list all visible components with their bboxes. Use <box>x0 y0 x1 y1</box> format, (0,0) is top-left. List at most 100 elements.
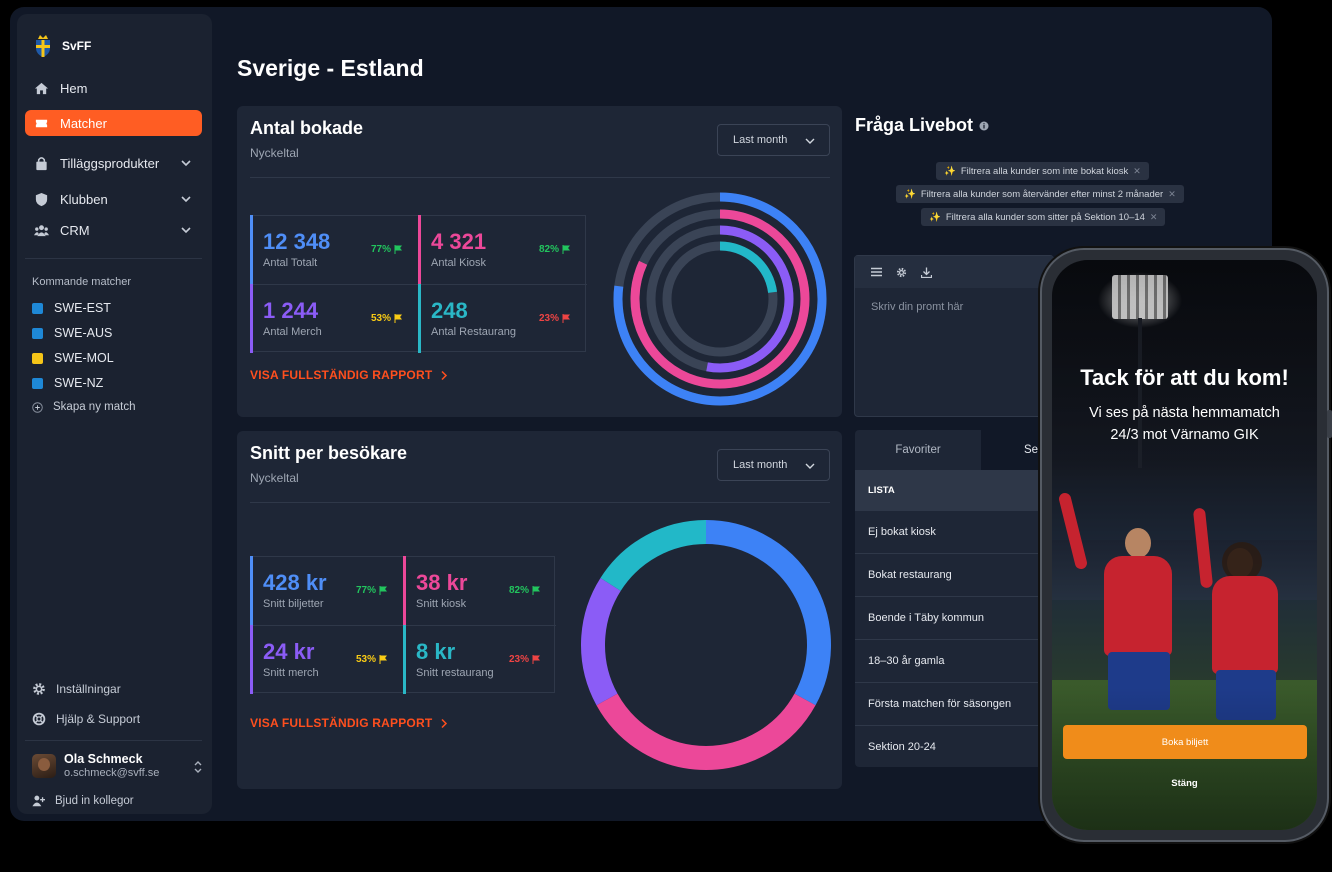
brand[interactable]: SvFF <box>34 34 91 58</box>
bag-icon <box>36 156 47 170</box>
prompt-input[interactable]: Skriv din promt här <box>871 301 964 313</box>
stat-label: Snitt kiosk <box>416 598 467 610</box>
stat-value: 428 kr <box>263 570 327 595</box>
nav-item-tillaggsprodukter[interactable]: Tilläggsprodukter <box>25 150 202 176</box>
match-label: SWE-EST <box>54 301 111 315</box>
player-head <box>1125 528 1151 558</box>
stat-restaurang: 8 kr Snitt restaurang 23% <box>403 625 556 694</box>
nav-item-hem[interactable]: Hem <box>25 75 202 101</box>
period-dropdown[interactable]: Last month <box>717 124 830 156</box>
player-shorts <box>1108 652 1170 710</box>
book-ticket-button[interactable]: Boka biljett <box>1063 725 1307 759</box>
new-match-label: Skapa ny match <box>53 401 136 413</box>
trend-value: 77% <box>356 585 377 596</box>
settings-link[interactable]: Inställningar <box>32 682 121 696</box>
ring-arc-1 <box>630 209 810 389</box>
nav-item-crm[interactable]: CRM <box>25 217 202 243</box>
chip-label: Filtrera alla kunder som inte bokat kios… <box>960 165 1129 177</box>
stadium-lights <box>1112 275 1168 319</box>
stat-kiosk: 4 321 Antal Kiosk 82% <box>418 215 587 284</box>
full-report-link[interactable]: VISA FULLSTÄNDIG RAPPORT <box>250 716 448 730</box>
suggestion-chip[interactable]: ✨ Filtrera alla kunder som inte bokat kio… <box>936 162 1149 180</box>
stat-merch: 24 kr Snitt merch 53% <box>250 625 403 694</box>
stat-label: Snitt merch <box>263 667 319 679</box>
flag-icon <box>379 655 388 664</box>
nav-item-matcher[interactable]: Matcher <box>25 110 202 136</box>
close-icon[interactable]: ✕ <box>1149 211 1158 222</box>
gear-icon <box>33 683 45 695</box>
brand-name: SvFF <box>62 39 92 53</box>
stat-merch: 1 244 Antal Merch 53% <box>250 284 418 353</box>
card-title: Snitt per besökare <box>250 443 408 463</box>
stat-value: 248 <box>431 298 468 323</box>
close-button[interactable]: Stäng <box>1171 778 1198 789</box>
full-report-link[interactable]: VISA FULLSTÄNDIG RAPPORT <box>250 368 448 382</box>
divider <box>250 177 830 178</box>
flag-icon <box>532 655 541 664</box>
stat-label: Antal Merch <box>263 326 322 338</box>
stat-value: 4 321 <box>431 229 487 254</box>
stat-label: Antal Kiosk <box>431 257 487 269</box>
donut-slice-2 <box>581 578 621 706</box>
selector-icon[interactable] <box>193 760 203 774</box>
chip-label: Filtrera alla kunder som återvänder efte… <box>920 188 1164 200</box>
chevron-down-icon[interactable] <box>180 193 192 205</box>
match-color <box>32 377 43 389</box>
close-icon[interactable]: ✕ <box>1168 188 1176 199</box>
trend-value: 23% <box>509 654 530 665</box>
card-subtitle: Nyckeltal <box>250 146 299 160</box>
user-menu[interactable]: Ola Schmeck o.schmeck@svff.se <box>32 752 159 779</box>
list-header: LISTA <box>855 470 1055 511</box>
chevron-down-icon[interactable] <box>180 224 192 236</box>
match-item[interactable]: SWE-NZ <box>32 376 103 390</box>
list-item[interactable]: Boende i Täby kommun <box>855 597 1055 640</box>
stat-label: Antal Restaurang <box>431 326 516 338</box>
list-item[interactable]: Ej bokat kiosk <box>855 511 1055 554</box>
nav-label: Tilläggsprodukter <box>60 155 160 171</box>
chevron-down-icon[interactable] <box>180 157 192 169</box>
nav-label: Hem <box>60 80 88 96</box>
match-item[interactable]: SWE-AUS <box>32 326 112 340</box>
invite-link[interactable]: Bjud in kollegor <box>32 794 134 807</box>
divider <box>25 258 202 259</box>
suggestion-chip[interactable]: ✨ Filtrera alla kunder som sitter på Sekt… <box>921 208 1166 226</box>
stat-trend: 23% <box>509 654 541 665</box>
stat-value: 1 244 <box>263 298 319 323</box>
nav-label: Klubben <box>60 191 108 207</box>
player-shirt <box>1212 576 1278 674</box>
nav-item-klubben[interactable]: Klubben <box>25 186 202 212</box>
stat-total: 12 348 Antal Totalt 77% <box>250 215 418 284</box>
stat-label: Antal Totalt <box>263 257 318 269</box>
stat-value: 12 348 <box>263 229 331 254</box>
list-item[interactable]: Sektion 20-24 <box>855 726 1055 767</box>
menu-icon[interactable] <box>871 267 882 277</box>
new-match-button[interactable]: Skapa ny match <box>32 401 135 413</box>
period-value: Last month <box>733 459 788 471</box>
list-item[interactable]: 18–30 år gamla <box>855 640 1055 683</box>
download-icon[interactable] <box>921 267 932 278</box>
match-item[interactable]: SWE-MOL <box>32 351 114 365</box>
match-label: SWE-AUS <box>54 326 113 340</box>
tab-bar: Favoriter Se <box>855 430 1055 470</box>
tab-favoriter[interactable]: Favoriter <box>895 444 941 456</box>
chip-label: Filtrera alla kunder som sitter på Sekti… <box>945 211 1145 223</box>
list-item[interactable]: Första matchen för säsongen <box>855 683 1055 726</box>
flag-icon <box>379 586 388 595</box>
prompt-box[interactable]: Skriv din promt här <box>854 255 1054 417</box>
match-color <box>32 352 43 364</box>
flag-icon <box>394 245 403 254</box>
info-icon[interactable] <box>979 121 989 131</box>
suggestion-chip[interactable]: ✨ Filtrera alla kunder som återvänder eft… <box>896 185 1184 203</box>
help-link[interactable]: Hjälp & Support <box>32 712 140 726</box>
stat-value: 38 kr <box>416 570 468 595</box>
match-item[interactable]: SWE-EST <box>32 301 111 315</box>
stats-grid: 12 348 Antal Totalt 77% 4 321 Antal Kios… <box>250 215 587 353</box>
period-dropdown[interactable]: Last month <box>717 449 830 481</box>
donut-slice-1 <box>596 693 816 770</box>
donut-slice-3 <box>600 520 707 592</box>
gear-icon[interactable] <box>896 267 907 278</box>
lifebuoy-icon <box>32 712 46 726</box>
stat-trend: 82% <box>539 244 571 255</box>
close-icon[interactable]: ✕ <box>1133 165 1141 176</box>
list-item[interactable]: Bokat restaurang <box>855 554 1055 597</box>
